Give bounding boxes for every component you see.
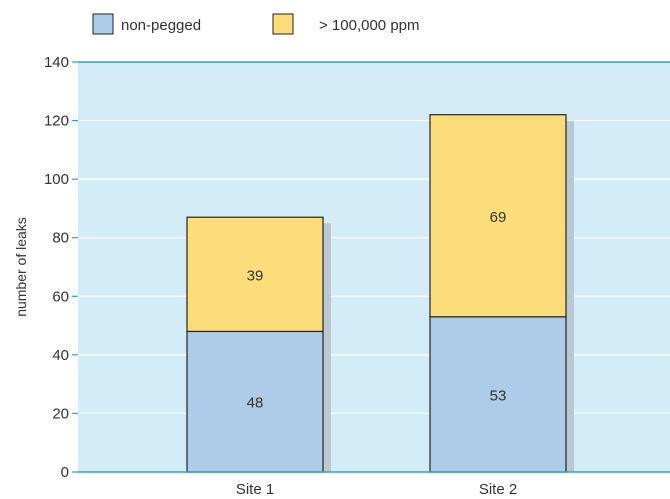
x-axis-labels: Site 1 Site 2 bbox=[236, 481, 517, 498]
legend: non-pegged > 100,000 ppm bbox=[92, 13, 420, 35]
legend-label-non-pegged: non-pegged bbox=[121, 17, 201, 34]
data-label-site1-series2: 39 bbox=[247, 267, 264, 284]
y-tick-label-120: 120 bbox=[44, 113, 69, 130]
x-tick-label-2: Site 2 bbox=[479, 481, 517, 498]
data-label-site2-series2: 69 bbox=[490, 209, 507, 226]
bar-site2-series1 bbox=[429, 316, 567, 473]
y-tick-label-80: 80 bbox=[52, 230, 69, 247]
bar-shadow-2 bbox=[566, 120, 574, 472]
y-axis-ticks: 0 20 40 60 80 100 120 140 bbox=[44, 54, 78, 481]
y-tick-label-140: 140 bbox=[44, 54, 69, 71]
data-label-site1-series1: 48 bbox=[247, 395, 264, 412]
bar-shadow-1 bbox=[323, 223, 331, 472]
y-tick-label-0: 0 bbox=[61, 464, 69, 481]
y-tick-label-60: 60 bbox=[52, 288, 69, 305]
legend-label-high-ppm: > 100,000 ppm bbox=[319, 17, 420, 34]
plot-area bbox=[78, 62, 670, 472]
legend-swatch-non-pegged bbox=[92, 13, 114, 35]
gridlines bbox=[78, 61, 670, 415]
y-axis-title: number of leaks bbox=[13, 217, 29, 317]
bar-site2-series2 bbox=[429, 114, 567, 318]
legend-swatch-high-ppm bbox=[272, 13, 294, 35]
x-tick-label-1: Site 1 bbox=[236, 481, 274, 498]
bar-site1-series2 bbox=[186, 216, 324, 333]
y-tick-label-100: 100 bbox=[44, 171, 69, 188]
bars: 48 39 53 69 bbox=[186, 114, 574, 473]
bar-site1-series1 bbox=[186, 330, 324, 473]
y-tick-label-40: 40 bbox=[52, 347, 69, 364]
y-tick-label-20: 20 bbox=[52, 405, 69, 422]
data-label-site2-series1: 53 bbox=[490, 387, 507, 404]
